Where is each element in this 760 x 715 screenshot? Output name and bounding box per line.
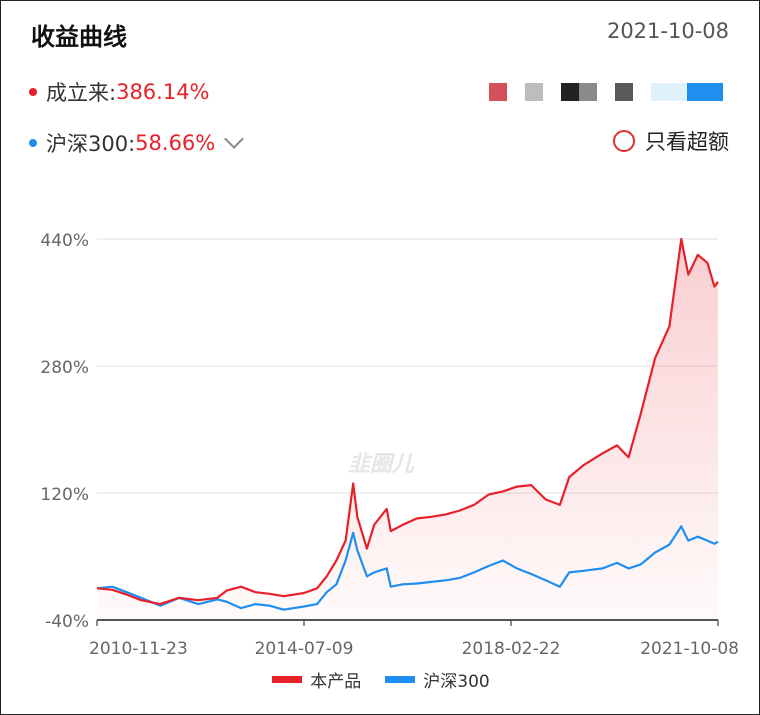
chart-legend: 本产品 沪深300 xyxy=(1,667,760,692)
color-swatch xyxy=(705,83,723,101)
color-swatch xyxy=(651,83,669,101)
color-swatch xyxy=(633,83,651,101)
product-dot-icon xyxy=(29,88,37,96)
x-tick-label: 2021-10-08 xyxy=(640,639,739,659)
excess-only-toggle[interactable]: 只看超额 xyxy=(613,126,729,156)
legend-swatch-benchmark xyxy=(385,676,416,683)
legend-label-benchmark: 沪深300 xyxy=(423,672,490,692)
color-swatch xyxy=(669,83,687,101)
product-return-label: 成立来: xyxy=(46,81,117,105)
color-swatch xyxy=(525,83,543,101)
color-swatch xyxy=(579,83,597,101)
series-line-product xyxy=(96,237,719,606)
benchmark-selector[interactable]: 沪深300: 58.66% xyxy=(29,128,245,158)
color-swatch xyxy=(507,83,525,101)
chart-title: 收益曲线 xyxy=(31,23,127,51)
benchmark-return-label: 沪深300: xyxy=(46,132,136,156)
watermark-text: 韭圈儿 xyxy=(348,452,415,477)
benchmark-dot-icon xyxy=(29,139,37,147)
series-area-product xyxy=(97,239,718,620)
legend-item-product[interactable]: 本产品 xyxy=(272,667,361,692)
color-swatch xyxy=(615,83,633,101)
y-tick-label: 280% xyxy=(40,358,89,378)
product-return-value: 386.14% xyxy=(116,80,210,104)
color-swatch xyxy=(687,83,705,101)
x-tick-label: 2010-11-23 xyxy=(89,639,188,659)
x-tick-label: 2018-02-22 xyxy=(462,639,561,659)
color-swatch-strip xyxy=(489,83,723,101)
color-swatch xyxy=(489,83,507,101)
color-swatch xyxy=(597,83,615,101)
color-swatch xyxy=(543,83,561,101)
product-return-row: 成立来: 386.14% xyxy=(29,77,210,107)
legend-label-product: 本产品 xyxy=(310,672,362,692)
y-tick-label: -40% xyxy=(45,612,89,632)
y-tick-label: 120% xyxy=(40,485,89,505)
benchmark-return-value: 58.66% xyxy=(135,131,216,155)
x-tick-label: 2014-07-09 xyxy=(255,639,354,659)
color-swatch xyxy=(561,83,579,101)
current-date: 2021-10-08 xyxy=(606,19,729,43)
legend-swatch-product xyxy=(272,676,303,683)
series-line-benchmark xyxy=(96,525,719,611)
excess-only-label: 只看超额 xyxy=(645,130,729,154)
radio-circle-icon[interactable] xyxy=(613,130,635,152)
y-tick-label: 440% xyxy=(40,231,89,251)
yield-curve-chart: 韭圈儿 440% 280% 120% -40%2010-11-23 2014-07-09… xyxy=(40,231,739,659)
legend-item-benchmark[interactable]: 沪深300 xyxy=(385,667,490,692)
